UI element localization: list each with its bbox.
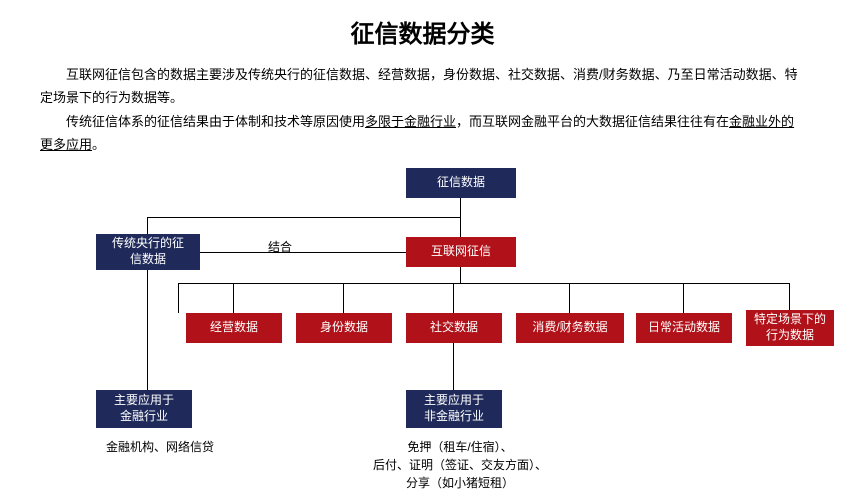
node-appfin: 主要应用于金融行业 (96, 390, 192, 428)
edge (178, 283, 179, 313)
edge (683, 283, 684, 313)
p2-seg-c: 。 (92, 137, 105, 152)
edge (453, 343, 454, 390)
edge (147, 217, 148, 234)
edge (147, 217, 461, 218)
caption-right-3: 分享（如小猪短租） (406, 476, 514, 490)
edge (460, 217, 461, 237)
node-cons: 消费/财务数据 (516, 313, 624, 343)
p2-seg-a: 传统征信体系的征信结果由于体制和技术等原因使用 (66, 114, 365, 129)
edge (460, 198, 461, 217)
label-combine: 结合 (268, 238, 292, 255)
paragraph-1: 互联网征信包含的数据主要涉及传统央行的征信数据、经营数据，身份数据、社交数据、消… (0, 63, 845, 110)
node-biz: 经营数据 (186, 313, 282, 343)
node-root: 征信数据 (406, 168, 516, 198)
caption-right: 免押（租车/住宿）、 后付、证明（签证、交友方面）、 分享（如小猪短租） (370, 438, 550, 492)
paragraph-2: 传统征信体系的征信结果由于体制和技术等原因使用多限于金融行业，而互联网金融平台的… (0, 110, 845, 157)
edge (569, 283, 570, 313)
edge (200, 252, 406, 253)
diagram: 征信数据 传统央行的征信数据 互联网征信 经营数据 身份数据 社交数据 消费/财… (0, 160, 845, 500)
node-scene: 特定场景下的行为数据 (746, 310, 834, 346)
p2-underline-1: 多限于金融行业 (365, 114, 456, 129)
edge (453, 283, 454, 313)
p2-seg-b: ，而互联网金融平台的大数据征信结果往往有在 (456, 114, 729, 129)
edge (789, 283, 790, 310)
edge (233, 283, 234, 313)
node-daily: 日常活动数据 (636, 313, 732, 343)
edge (178, 283, 790, 284)
edge (460, 267, 461, 283)
node-ident: 身份数据 (296, 313, 392, 343)
node-appnon: 主要应用于非金融行业 (406, 390, 502, 428)
node-trad: 传统央行的征信数据 (96, 234, 200, 270)
page-title: 征信数据分类 (0, 0, 845, 49)
caption-right-2: 后付、证明（签证、交友方面）、 (373, 458, 547, 472)
caption-right-1: 免押（租车/住宿）、 (407, 440, 512, 454)
edge (343, 283, 344, 313)
caption-left: 金融机构、网络信贷 (90, 438, 230, 456)
edge (147, 270, 148, 390)
node-social: 社交数据 (406, 313, 502, 343)
node-net: 互联网征信 (406, 237, 516, 267)
